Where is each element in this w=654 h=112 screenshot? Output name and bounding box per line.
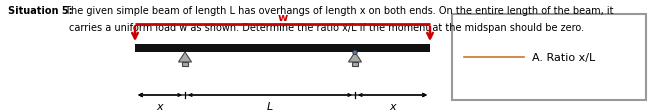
Bar bbox=[182, 62, 188, 66]
Polygon shape bbox=[349, 53, 362, 62]
Text: L: L bbox=[267, 101, 273, 111]
Text: A. Ratio x/L: A. Ratio x/L bbox=[532, 53, 595, 62]
Bar bbox=[135, 45, 430, 53]
Text: Situation 5:: Situation 5: bbox=[8, 6, 73, 16]
Polygon shape bbox=[179, 53, 192, 62]
Bar bbox=[353, 62, 358, 66]
Circle shape bbox=[353, 51, 357, 55]
Text: carries a uniform load w as shown. Determine the ratio x/L if the moment at the : carries a uniform load w as shown. Deter… bbox=[69, 23, 585, 33]
Bar bbox=[452, 15, 646, 100]
Text: x: x bbox=[157, 101, 164, 111]
Text: The given simple beam of length L has overhangs of length x on both ends. On the: The given simple beam of length L has ov… bbox=[62, 6, 613, 16]
Text: w: w bbox=[277, 13, 288, 23]
Text: x: x bbox=[389, 101, 396, 111]
